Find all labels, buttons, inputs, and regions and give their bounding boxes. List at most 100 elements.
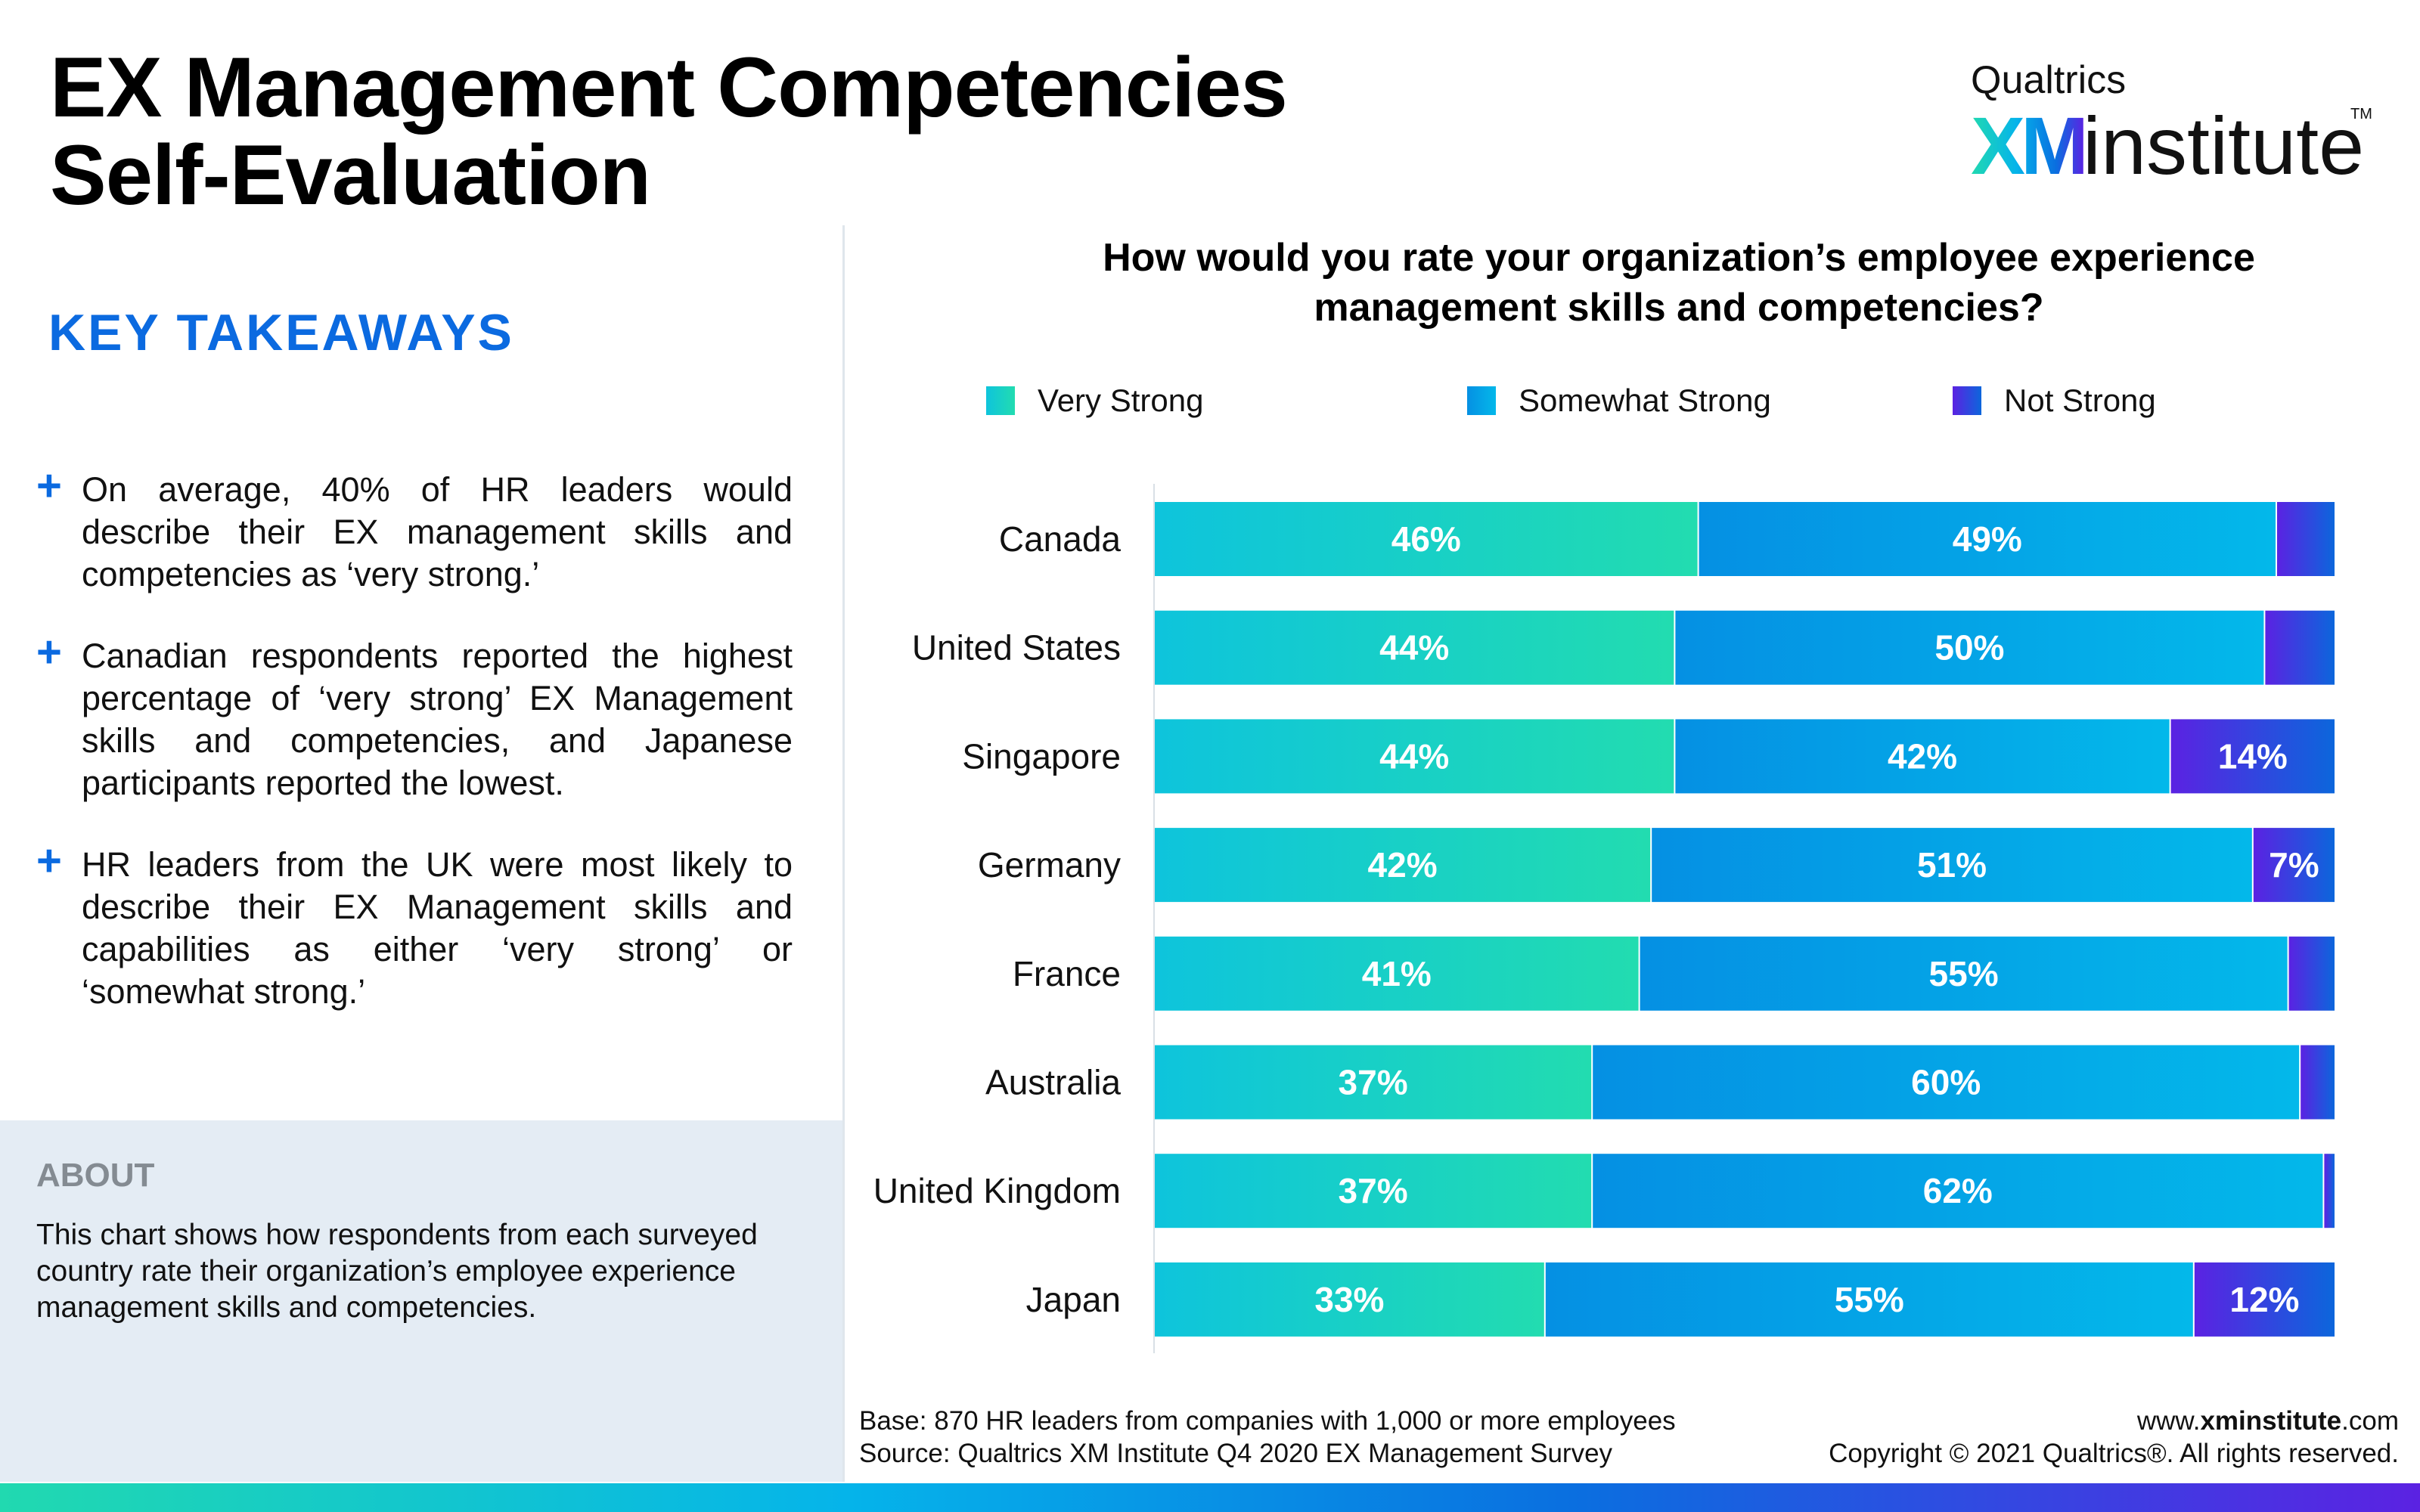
data-label: 33% [1314,1280,1384,1319]
plus-icon: + [36,836,62,885]
data-label: 44% [1379,736,1449,776]
bar-segment-very-strong [1155,936,1639,1011]
legend-swatch-somewhat-strong [1467,386,1496,415]
bar-segment-somewhat-strong [1593,1045,2300,1120]
bar-segment-not-strong [2253,828,2335,903]
data-label: 60% [1911,1063,1981,1102]
plus-icon: + [36,461,62,510]
chart-legend: Very Strong Somewhat Strong Not Strong [0,383,2420,428]
vertical-divider [842,225,845,1482]
category-label: Singapore [962,736,1121,776]
bar-segment-very-strong [1155,610,1674,685]
bar-segment-somewhat-strong [1545,1262,2193,1337]
legend-item-somewhat-strong: Somewhat Strong [1467,383,1771,419]
legend-label: Very Strong [1038,383,1204,418]
data-label: 42% [1888,736,1957,776]
legend-label: Not Strong [2004,383,2156,418]
data-label: 62% [1923,1171,1993,1210]
category-label: United Kingdom [873,1171,1121,1210]
bar-segment-somewhat-strong [1699,502,2276,576]
url-domain: xminstitute [2200,1406,2342,1436]
bar-segment-not-strong [2194,1262,2335,1337]
legend-item-very-strong: Very Strong [986,383,1203,419]
plus-icon: + [36,627,62,677]
bar-row-canada: Canada 46% 49% [999,502,2335,576]
takeaway-text: On average, 40% of HR leaders would desc… [82,470,793,593]
takeaway-item: + On average, 40% of HR leaders would de… [36,464,793,596]
bar-row-france: France 41% 55% [1013,936,2335,1011]
data-label: 50% [1934,628,2004,668]
bar-row-united-states: United States 44% 50% [912,610,2335,685]
logo-trademark: TM [2350,106,2372,122]
data-label: 7% [2269,845,2319,885]
bar-segment-somewhat-strong [1640,936,2288,1011]
takeaways-list: + On average, 40% of HR leaders would de… [36,464,793,1052]
takeaway-item: + HR leaders from the UK were most likel… [36,839,793,1013]
bar-segment-somewhat-strong [1675,719,2170,794]
data-label: 46% [1392,519,1461,559]
bar-row-australia: Australia 37% 60% [985,1045,2335,1120]
url-suffix: .com [2341,1406,2399,1436]
legend-label: Somewhat Strong [1519,383,1771,418]
data-label: 44% [1379,628,1449,668]
data-label: 49% [1953,519,2022,559]
base-note: Base: 870 HR leaders from companies with… [859,1406,1676,1436]
bar-segment-somewhat-strong [1652,828,2252,903]
data-label: 14% [2218,736,2288,776]
category-label: United States [912,628,1121,668]
data-label: 42% [1368,845,1438,885]
chart-title: How would you rate your organization’s e… [1103,236,2255,330]
bar-segment-not-strong [2277,502,2335,576]
logo-institute-text: institute [2083,100,2365,191]
stacked-bar-chart: Canada 46% 49% United States 44% 50% Singapore… [873,484,2335,1353]
category-label: Australia [985,1063,1121,1102]
title-line-1: EX Management Competencies [50,40,1288,135]
bar-segment-very-strong [1155,828,1651,903]
data-label: 55% [1835,1280,1904,1319]
page-title: EX Management Competencies Self-Evaluati… [50,44,1288,222]
qualtrics-xm-institute-logo: Qualtrics XM institute TM [1971,59,2372,191]
about-panel: ABOUT This chart shows how respondents f… [0,1120,842,1482]
bar-segment-not-strong [2324,1154,2335,1228]
bar-segment-somewhat-strong [1593,1154,2323,1228]
bar-segment-very-strong [1155,719,1674,794]
bar-row-germany: Germany 42% 51% 7% [978,828,2335,903]
copyright-text: Copyright © 2021 Qualtrics®. All rights … [1829,1439,2399,1468]
data-label: 55% [1929,954,1999,993]
bar-segment-very-strong [1155,502,1698,576]
category-label: Canada [999,519,1122,559]
takeaway-item: + Canadian respondents reported the high… [36,631,793,804]
data-label: 51% [1917,845,1987,885]
source-note: Source: Qualtrics XM Institute Q4 2020 E… [859,1439,1613,1468]
title-line-2: Self-Evaluation [50,128,651,222]
logo-xm-text: XM [1971,100,2089,191]
bar-row-singapore: Singapore 44% 42% 14% [962,719,2335,794]
bar-row-japan: Japan 33% 55% 12% [1026,1262,2335,1337]
bar-row-united-kingdom: United Kingdom 37% 62% [873,1154,2335,1228]
takeaway-text: HR leaders from the UK were most likely … [82,845,793,1011]
bar-segment-very-strong [1155,1045,1592,1120]
takeaway-text: Canadian respondents reported the highes… [82,637,793,802]
data-label: 41% [1362,954,1432,993]
bar-segment-not-strong [2288,936,2335,1011]
bar-segment-not-strong [2265,610,2335,685]
bars-group: Canada 46% 49% United States 44% 50% Singapore… [873,502,2335,1337]
website-link[interactable]: www.xminstitute.com [1829,1405,2399,1437]
footer-right: www.xminstitute.com Copyright © 2021 Qua… [1829,1405,2399,1470]
bottom-gradient-bar [0,1483,2420,1512]
legend-item-not-strong: Not Strong [1953,383,2156,419]
legend-swatch-not-strong [1953,386,1981,415]
bar-segment-very-strong [1155,1262,1544,1337]
about-text: This chart shows how respondents from ea… [36,1219,758,1324]
url-prefix: www. [2136,1406,2201,1436]
key-takeaways-heading: KEY TAKEAWAYS [48,304,514,361]
legend-swatch-very-strong [986,386,1015,415]
data-label: 37% [1339,1171,1408,1210]
bar-segment-not-strong [2170,719,2335,794]
about-heading: ABOUT [36,1157,155,1194]
data-label: 37% [1339,1063,1408,1102]
data-label: 12% [2229,1280,2299,1319]
bar-segment-somewhat-strong [1675,610,2264,685]
bar-segment-very-strong [1155,1154,1592,1228]
category-label: Germany [978,845,1121,885]
